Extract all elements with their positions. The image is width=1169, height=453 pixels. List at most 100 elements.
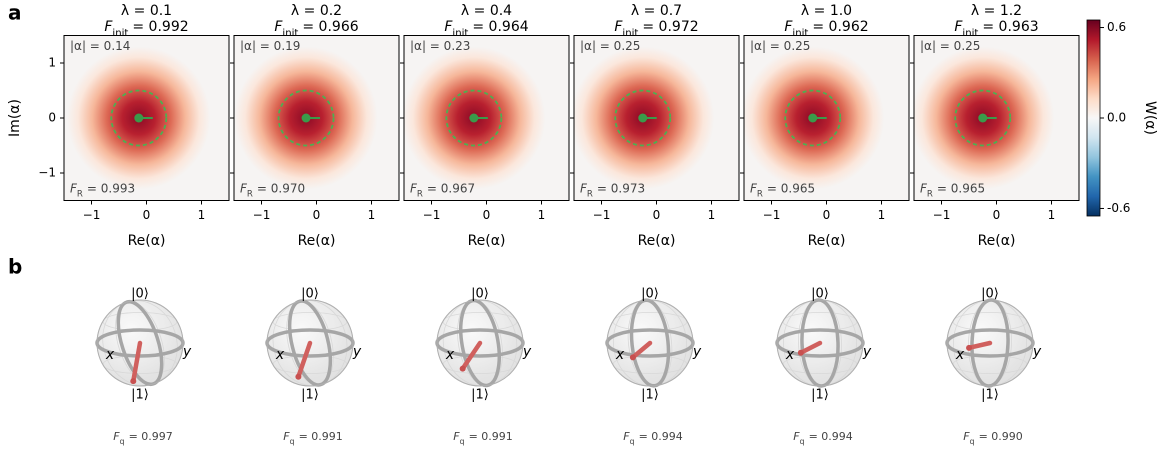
colorbar-tick-label: 0.0 [1107, 111, 1126, 125]
symbol: F [920, 181, 928, 195]
subscript: init [622, 28, 638, 39]
subscript: R [247, 189, 253, 199]
value: = 0.966 [302, 19, 358, 35]
subscript: q [630, 437, 635, 446]
x-axis-name: x [275, 347, 285, 363]
symbol: F [750, 181, 758, 195]
value: = 0.994 [639, 430, 683, 443]
value: = 0.991 [469, 430, 513, 443]
state-vector [798, 340, 823, 356]
value: = 0.963 [982, 19, 1038, 35]
x-axis-name: x [955, 347, 965, 363]
panel-title: λ = 0.4 [461, 3, 512, 19]
subscript: init [452, 28, 468, 39]
amplitude-label: |α| = 0.25 [750, 39, 810, 53]
x-tick-label: −1 [253, 208, 271, 222]
fq-label: Fq = 0.997 [113, 430, 173, 446]
ket-top: |0⟩ [471, 287, 489, 302]
x-tick-label: 0 [823, 208, 831, 222]
panel-fidelity: Finit = 0.992 [104, 19, 188, 39]
fr-label: FR = 0.993 [70, 181, 135, 199]
amplitude-label: |α| = 0.25 [920, 39, 980, 53]
fq-label: Fq = 0.994 [793, 430, 853, 446]
displacement-circle [110, 89, 168, 147]
vector-tip [295, 373, 302, 380]
amplitude-label: |α| = 0.25 [580, 39, 640, 53]
x-axis-name: x [785, 347, 795, 363]
ket-top: |0⟩ [981, 287, 999, 302]
x-axis-label: Re(α) [638, 233, 676, 249]
center-dot [978, 113, 988, 123]
subscript: q [290, 437, 295, 446]
fr-label: FR = 0.973 [580, 181, 645, 199]
displacement-circle [784, 89, 842, 147]
value: = 0.967 [427, 181, 475, 195]
vector-tip [797, 349, 804, 356]
x-axis-label: Re(α) [808, 233, 846, 249]
ket-top: |0⟩ [641, 287, 659, 302]
subscript: init [962, 28, 978, 39]
subscript: q [970, 437, 975, 446]
panel-title: λ = 0.7 [631, 3, 682, 19]
value: = 0.973 [597, 181, 645, 195]
state-vector [296, 340, 313, 379]
x-axis-name: x [105, 347, 115, 363]
fr-label: FR = 0.970 [240, 181, 305, 199]
panel-fidelity: Finit = 0.963 [954, 19, 1038, 39]
y-tick-label: 1 [48, 56, 56, 70]
x-tick-label: −1 [83, 208, 101, 222]
displacement-circle [954, 89, 1012, 147]
panel-label: b [8, 255, 22, 279]
x-axis-name: x [445, 347, 455, 363]
subscript: R [77, 189, 83, 199]
y-axis-name: y [522, 344, 532, 360]
value: = 0.965 [937, 181, 985, 195]
panel-fidelity: Finit = 0.962 [784, 19, 868, 39]
symbol: F [453, 430, 460, 443]
x-axis-label: Re(α) [468, 233, 506, 249]
subscript: R [417, 189, 423, 199]
x-tick-label: −1 [933, 208, 951, 222]
vector-tip [966, 344, 973, 351]
center-dot [808, 113, 818, 123]
amplitude-label: |α| = 0.14 [70, 39, 130, 53]
colorbar [1086, 19, 1101, 217]
value: = 0.997 [129, 430, 173, 443]
ket-top: |0⟩ [131, 287, 149, 302]
symbol: F [793, 430, 800, 443]
center-dot [638, 113, 648, 123]
panel-fidelity: Finit = 0.966 [274, 19, 358, 39]
symbol: F [240, 181, 248, 195]
y-tick-label: 0 [48, 111, 56, 125]
value: = 0.970 [257, 181, 305, 195]
x-tick-label: 0 [313, 208, 321, 222]
symbol: F [410, 181, 418, 195]
ket-bottom: |1⟩ [301, 388, 319, 403]
subscript: q [460, 437, 465, 446]
amplitude-label: |α| = 0.19 [240, 39, 300, 53]
vector-tip [130, 378, 137, 385]
x-tick-label: 1 [538, 208, 546, 222]
displacement-circle [614, 89, 672, 147]
x-tick-label: −1 [763, 208, 781, 222]
state-vector [966, 340, 993, 351]
y-tick-label: −1 [38, 166, 56, 180]
outline [606, 299, 694, 387]
amplitude-label: |α| = 0.23 [410, 39, 470, 53]
subscript: R [587, 189, 593, 199]
x-tick-label: 0 [653, 208, 661, 222]
x-axis-label: Re(α) [298, 233, 336, 249]
symbol: F [104, 19, 113, 35]
symbol: F [444, 19, 453, 35]
outline [266, 299, 354, 387]
fr-label: FR = 0.967 [410, 181, 475, 199]
subscript: q [800, 437, 805, 446]
value: = 0.972 [642, 19, 698, 35]
x-axis-name: x [615, 347, 625, 363]
state-vector [131, 340, 143, 384]
value: = 0.994 [809, 430, 853, 443]
colorbar-tick-label: -0.6 [1107, 201, 1130, 215]
panel-title: λ = 0.1 [121, 3, 172, 19]
symbol: F [113, 430, 120, 443]
